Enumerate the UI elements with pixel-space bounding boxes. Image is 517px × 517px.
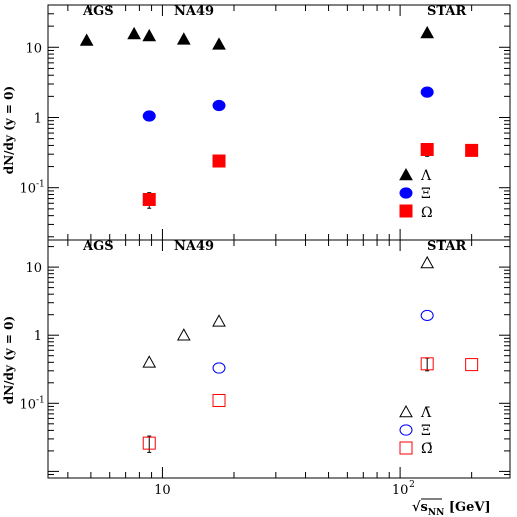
y-tick-label: 10	[19, 182, 36, 197]
bottom-lambda-point	[420, 255, 435, 269]
bottom-label-star: STAR	[427, 239, 466, 254]
bottom-omega-point	[465, 358, 479, 372]
top-omega-point	[212, 154, 226, 168]
top-ylabel: dN/dy (y = 0)	[2, 86, 16, 174]
bottom-ylabel: dN/dy (y = 0)	[2, 316, 16, 404]
y-tick-label: 1	[34, 111, 42, 126]
bottom-legend-label-antixi: Ξ̄	[421, 423, 431, 439]
top-lambda-point	[176, 32, 191, 45]
top-label-ags: AGS	[82, 4, 114, 19]
x-tick-label: 10	[392, 483, 409, 498]
top-omega-point	[465, 143, 479, 157]
bottom-xi-point	[212, 362, 226, 374]
bottom-lambda-point	[212, 314, 226, 327]
top-panel: dN/dy (y = 0) AGS NA49 STAR Λ Ξ Ω	[2, 4, 466, 221]
top-omega-legend-symbol	[399, 204, 413, 218]
top-lambda-point	[420, 25, 435, 39]
top-legend-label-xi: Ξ	[421, 186, 431, 202]
y-tick-label: 10	[19, 397, 36, 412]
plot-frame	[47, 239, 511, 479]
bottom-xi-legend-symbol	[399, 424, 413, 436]
top-label-na49: NA49	[174, 4, 214, 19]
bottom-legend-label-antiomega: Ω̄	[421, 441, 433, 457]
top-omega-point	[142, 192, 156, 206]
y-tick-label: 10	[25, 261, 42, 276]
bottom-omega-legend-symbol	[399, 441, 413, 455]
bottom-lambda-point	[142, 355, 157, 368]
top-lambda-point	[79, 33, 94, 46]
top-xi-point	[212, 99, 226, 112]
x-tick-label-exponent: 2	[409, 480, 415, 490]
y-tick-label-exponent: -1	[36, 395, 45, 405]
x-axis-label: √sNN [GeV]	[412, 500, 491, 517]
bottom-legend-label-antilambda: Λ̄	[420, 405, 432, 421]
bottom-lambda-point	[176, 328, 191, 341]
bottom-omega-point	[212, 393, 226, 407]
bottom-label-na49: NA49	[174, 239, 214, 254]
top-xi-point	[142, 110, 156, 122]
top-lambda-legend-symbol	[399, 167, 413, 181]
bottom-label-ags: AGS	[82, 239, 114, 254]
y-tick-label-exponent: -1	[36, 180, 45, 190]
top-lambda-point	[127, 26, 141, 40]
bottom-lambda-legend-symbol	[399, 404, 413, 418]
y-tick-label: 10	[25, 41, 42, 56]
top-xi-legend-symbol	[399, 187, 413, 199]
top-xi-point	[420, 86, 434, 98]
y-tick-label: 1	[34, 329, 42, 344]
bottom-xi-point	[420, 309, 434, 322]
top-omega-point	[420, 143, 434, 157]
top-label-star: STAR	[427, 4, 466, 19]
bottom-omega-point	[420, 357, 434, 371]
top-lambda-point	[142, 28, 157, 42]
top-lambda-point	[212, 37, 226, 50]
bottom-panel: dN/dy (y = 0) AGS NA49 STAR Λ̄ Ξ̄ Ω̄ √sN…	[2, 239, 491, 517]
x-tick-label: 10	[154, 483, 171, 498]
top-legend-label-omega: Ω	[421, 205, 433, 221]
bottom-omega-point	[142, 436, 156, 450]
top-legend-label-lambda: Λ	[420, 168, 432, 184]
